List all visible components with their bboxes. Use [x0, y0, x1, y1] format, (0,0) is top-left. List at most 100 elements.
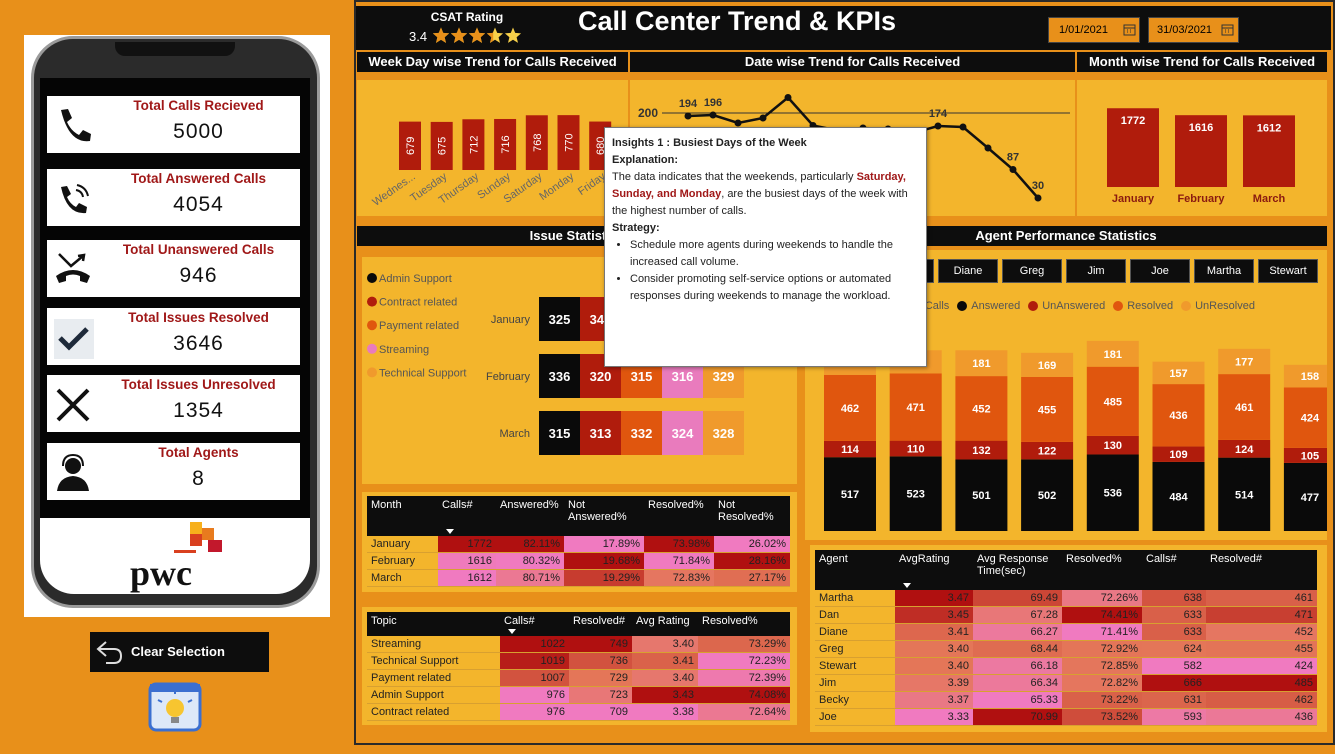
segment-label: 477: [1301, 492, 1319, 504]
slicer-button[interactable]: Diane: [938, 259, 998, 283]
column-header: Resolved#: [569, 612, 632, 636]
cell: 1007: [500, 669, 569, 687]
bar: [399, 121, 421, 170]
unanswered-icon: [56, 253, 90, 283]
row-label: January: [367, 536, 438, 553]
segment-label: 485: [1104, 396, 1122, 408]
table-row: Martha 3.47 69.49 72.26% 638 461: [815, 590, 1317, 607]
button-label: Clear Selection: [131, 644, 225, 659]
y-tick-label: 200: [638, 106, 658, 120]
clear-selection-button[interactable]: Clear Selection: [90, 632, 269, 672]
segment-label: 424: [1301, 413, 1320, 425]
bar-segment: [1086, 435, 1139, 455]
cell: 485: [1206, 674, 1317, 692]
cell: 1616: [438, 552, 496, 570]
cell: 72.26%: [1062, 590, 1142, 607]
star: [450, 27, 468, 43]
insight-button[interactable]: [148, 680, 202, 734]
back-icon: [96, 641, 123, 664]
legend-item: Answered: [957, 300, 1020, 312]
cross-icon: [56, 388, 90, 422]
row-label: March: [499, 428, 530, 440]
cell: 633: [1142, 623, 1206, 641]
cell: 72.64%: [698, 703, 790, 721]
slicer-button[interactable]: Martha: [1194, 259, 1254, 283]
cell: 452: [1206, 623, 1317, 641]
calendar-icon: [1123, 24, 1136, 36]
segment-label: 514: [1235, 489, 1254, 501]
segment-label: 461: [1235, 402, 1253, 414]
bar: [462, 119, 485, 170]
panel-title: Month wise Trend for Calls Received: [1077, 52, 1327, 72]
cell: 3.38: [632, 703, 698, 721]
bar-segment: [889, 456, 942, 531]
kpi-label: Total Issues Unresolved: [121, 377, 276, 392]
row-label: Contract related: [367, 703, 500, 721]
topic-table-panel: Topic Calls# Resolved# Avg Rating Resolved% S…: [362, 607, 797, 725]
cell: 3.43: [632, 686, 698, 704]
legend-item: UnResolved: [1181, 300, 1255, 312]
segment-label: 436: [1169, 410, 1187, 422]
slicer-button[interactable]: Jim: [1066, 259, 1126, 283]
check-icon: [54, 319, 94, 359]
date-start[interactable]: 1/01/2021: [1048, 17, 1140, 43]
cell: 976: [500, 703, 569, 721]
cell-label: 313: [590, 426, 612, 441]
cell-label: 329: [713, 369, 735, 384]
bar: [430, 121, 453, 170]
point: [984, 144, 992, 152]
bar-label: 1616: [1189, 122, 1213, 134]
bar-segment: [1021, 352, 1074, 377]
star: [486, 31, 494, 43]
cell: 72.85%: [1062, 657, 1142, 675]
header-row: Month Calls# Answered% Not Answered% Resolve…: [367, 496, 790, 536]
kpi-card: Total Issues Unresolved 1354: [47, 375, 300, 432]
heat-cell: [703, 411, 744, 455]
segment-label: 132: [972, 445, 990, 457]
cell-label: 320: [590, 369, 612, 384]
cell-label: 332: [631, 426, 653, 441]
cell: 723: [569, 686, 632, 704]
slicer-button[interactable]: Stewart: [1258, 259, 1318, 283]
segment-label: 523: [907, 489, 925, 501]
x-tick-label: Monday: [537, 170, 576, 203]
bar-segment: [1283, 364, 1327, 388]
bar-segment: [1218, 457, 1271, 531]
segment-label: 114: [841, 444, 860, 456]
legend-marker: [367, 367, 377, 378]
legend-item: Resolved: [1113, 300, 1173, 312]
bar-segment: [1218, 374, 1271, 440]
segment-label: 110: [907, 443, 925, 455]
column-header: Resolved%: [1062, 550, 1142, 590]
row-label: March: [367, 569, 438, 587]
segment-label: 471: [907, 402, 925, 414]
agent-table-panel: Agent AvgRating Avg Response Time(sec) Reso…: [810, 545, 1327, 732]
row-label: Stewart: [815, 657, 895, 675]
table-row: Diane 3.41 66.27 71.41% 633 452: [815, 623, 1317, 641]
legend-marker: [1028, 301, 1039, 311]
cell: 80.71%: [496, 569, 564, 587]
bar-segment: [1283, 447, 1327, 463]
x-tick-label: February: [1177, 193, 1225, 205]
slicer-button[interactable]: Joe: [1130, 259, 1190, 283]
cell: 71.84%: [644, 552, 714, 570]
data-table: Agent AvgRating Avg Response Time(sec) Reso…: [815, 550, 1317, 726]
column-header: Calls#: [438, 496, 496, 536]
point-label: 174: [929, 108, 948, 120]
bar: [1243, 115, 1295, 187]
x-tick-label: Wednes...: [370, 171, 417, 209]
bar: [494, 118, 517, 170]
phone-notch: [115, 42, 235, 56]
kpi-value: 5000: [173, 120, 224, 143]
bar-segment: [1218, 439, 1271, 458]
cell: 71.41%: [1062, 623, 1142, 641]
date-end[interactable]: 31/03/2021: [1148, 17, 1239, 43]
cell: 624: [1142, 640, 1206, 658]
point-label: 30: [1032, 180, 1044, 192]
answered-icon: [61, 184, 89, 214]
row-label: Dan: [815, 606, 895, 624]
bar: [557, 115, 580, 170]
point: [1009, 166, 1017, 173]
slicer-button[interactable]: Greg: [1002, 259, 1062, 283]
segment-label: 455: [1038, 404, 1056, 416]
